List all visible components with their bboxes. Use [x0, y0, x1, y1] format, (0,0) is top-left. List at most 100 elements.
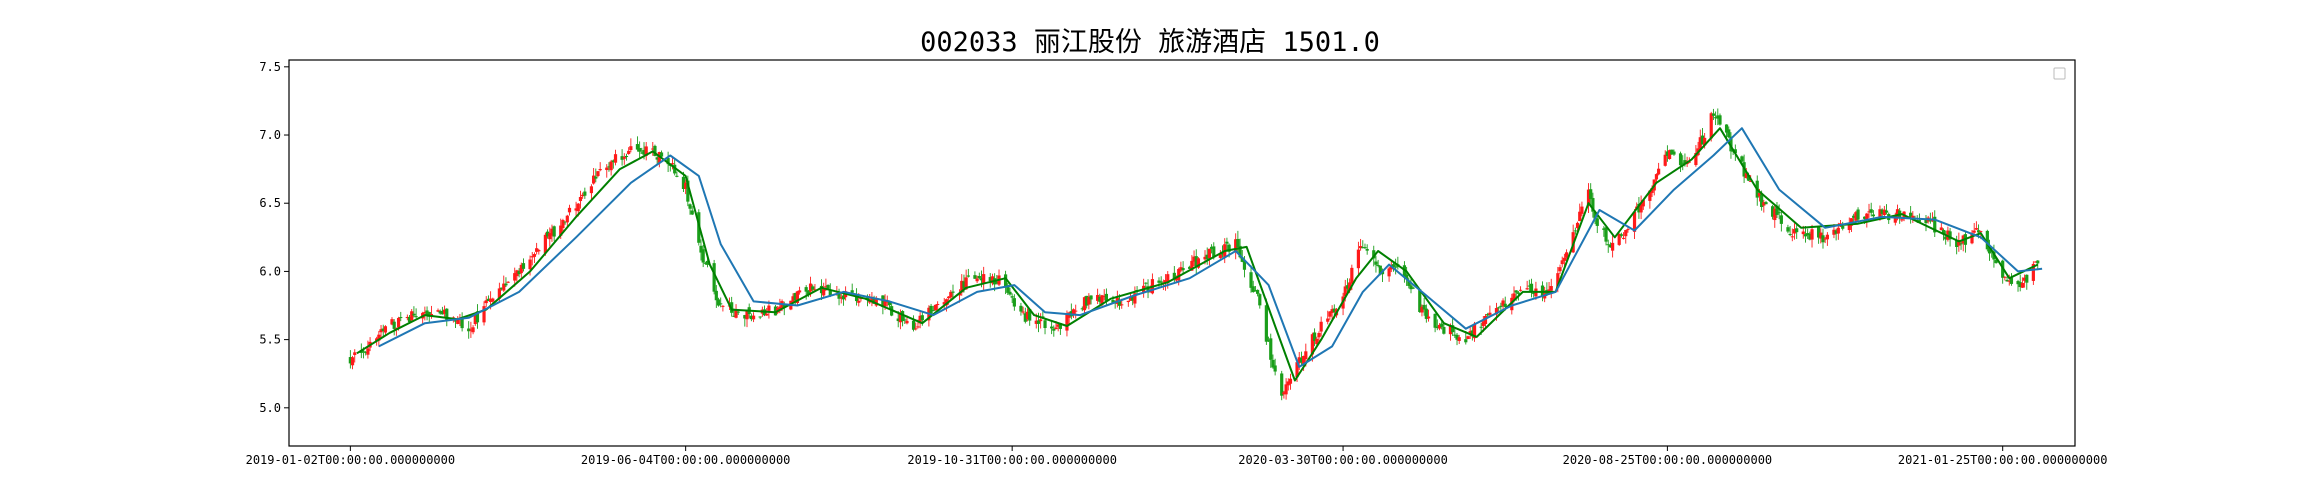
candle-body [1209, 246, 1214, 249]
y-tick-label: 6.5 [259, 196, 281, 210]
candle-body [854, 294, 859, 302]
candle-body [1196, 258, 1201, 268]
x-tick-label: 2020-03-30T00:00:00.000000000 [1238, 453, 1448, 467]
candle-body [1188, 266, 1192, 269]
candle-body [914, 328, 918, 330]
candle-body [988, 277, 992, 282]
x-tick-label: 2019-01-02T00:00:00.000000000 [246, 453, 456, 467]
candle-body [392, 321, 396, 329]
candle-body [638, 147, 642, 152]
candle-body [1242, 260, 1247, 270]
candle-body [1488, 312, 1492, 315]
candle-body [1264, 305, 1268, 342]
candle-body [1089, 295, 1093, 300]
candle-body [1317, 333, 1321, 338]
candle-body [456, 318, 460, 324]
chart-title: 002033 丽江股份 旅游酒店 1501.0 [920, 27, 1380, 58]
candle-body [1282, 392, 1286, 395]
candle-body [719, 303, 723, 305]
candle-body [1330, 309, 1334, 313]
candle-body [947, 296, 951, 299]
candle-body [1391, 264, 1396, 267]
candle-body [427, 312, 431, 317]
candle-body [1286, 381, 1290, 386]
candle-body [1312, 332, 1317, 341]
candle-body [453, 320, 458, 322]
candle-body [837, 292, 841, 299]
candle-body [1299, 357, 1304, 363]
candle-body [1847, 222, 1851, 231]
candle-body [1547, 289, 1551, 292]
candle-body [1266, 340, 1271, 342]
candle-body [745, 309, 749, 320]
candle-body [1041, 316, 1045, 318]
candle-body [1856, 209, 1860, 220]
candle-body [881, 295, 885, 308]
candle-body [962, 281, 966, 289]
candle-body [1157, 280, 1161, 283]
candle-body [1236, 238, 1240, 248]
candle-body [990, 276, 995, 284]
candle-body [613, 154, 618, 163]
candle-body [1810, 229, 1814, 240]
candle-body [1297, 357, 1301, 364]
candle-body [491, 298, 495, 302]
candle-body [2020, 282, 2025, 288]
candle-body [1854, 212, 1858, 221]
candle-body [1836, 227, 1840, 234]
candle-body [366, 348, 370, 355]
candle-body [528, 259, 532, 270]
candle-body [1806, 233, 1810, 236]
candle-body [627, 150, 631, 154]
candle-body [903, 319, 907, 321]
candle-body [791, 296, 795, 302]
candle-body [1501, 300, 1505, 306]
candle-body [1080, 308, 1084, 310]
candle-body [653, 145, 657, 157]
candle-body [1698, 137, 1702, 150]
candle-body [350, 357, 355, 366]
candle-body [1003, 274, 1008, 288]
candle-body [499, 287, 504, 289]
candle-body [592, 175, 596, 184]
candle-body [414, 316, 418, 318]
candle-body [1023, 313, 1027, 322]
candle-body [1468, 331, 1472, 334]
candle-body [1227, 244, 1231, 252]
candle-body [688, 204, 692, 209]
candle-body [1757, 192, 1762, 197]
candle-body [1372, 250, 1376, 259]
candle-body [1985, 230, 1989, 250]
candle-body [1893, 218, 1897, 223]
candle-body [1082, 297, 1087, 311]
candle-body [1823, 238, 1827, 240]
candle-body [1817, 226, 1821, 238]
candle-body [1716, 115, 1720, 119]
candle-body [1711, 113, 1716, 116]
candle-body [1955, 239, 1959, 247]
candle-body [559, 225, 563, 236]
candle-body [782, 304, 786, 308]
candle-body [1808, 233, 1812, 240]
candle-body [1212, 246, 1216, 258]
x-tick-label: 2019-06-04T00:00:00.000000000 [581, 453, 791, 467]
legend-box [2053, 67, 2066, 80]
candle-body [1863, 216, 1867, 219]
candle-body [2025, 274, 2029, 283]
candle-body [716, 299, 721, 306]
candle-body [1578, 211, 1582, 222]
candle-body [1779, 215, 1783, 224]
candle-body [1448, 325, 1453, 335]
candle-body [1440, 323, 1444, 327]
candle-body [1359, 246, 1363, 249]
candle-body [1694, 152, 1698, 166]
candle-body [721, 305, 725, 307]
candle-body [640, 152, 644, 154]
candle-body [1632, 211, 1637, 232]
candle-body [2007, 280, 2011, 282]
candle-body [519, 264, 523, 274]
candle-body [1865, 213, 1869, 220]
candle-body [1959, 243, 1963, 245]
candle-body [1762, 202, 1766, 206]
